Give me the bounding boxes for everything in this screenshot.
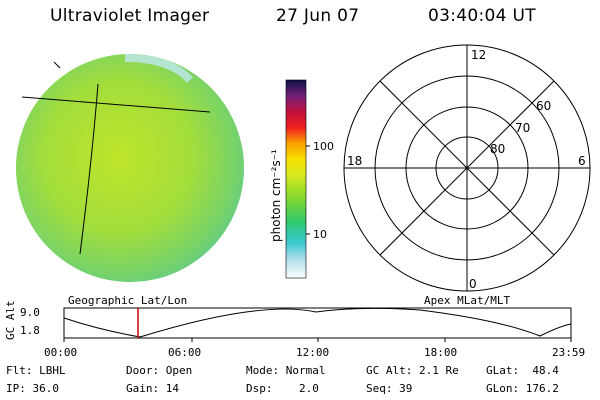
polar-diag-2 [379,80,555,256]
orbit-axis-label: GC Alt [4,300,17,340]
colorbar-unit-label: photon cm⁻²s⁻¹ [269,149,283,242]
uv-image-disk[interactable] [0,40,260,290]
info-gc-alt: GC Alt: 2.1 Re [366,364,459,377]
disk-texture [16,54,244,282]
date-label: 27 Jun 07 [276,6,360,26]
lon-line [79,83,99,255]
info-seq: Seq: 39 [366,382,413,395]
orbit-xtick-0: 00:00 [44,346,77,359]
orbit-altitude-curve [63,307,572,338]
time-label: 03:40:04 UT [428,6,536,26]
mlt-label-0: 0 [469,277,477,291]
mlt-label-6: 6 [578,154,586,168]
colorbar-scale [285,79,307,279]
polar-mlat-mlt-grid: 12 18 6 0 60 70 80 [343,44,591,292]
orbit-xtick-1: 06:00 [168,346,201,359]
mlt-label-18: 18 [347,154,362,168]
info-glon: GLon: 176.2 [486,382,559,395]
colorbar-label-100: 100 [313,140,334,153]
orbit-ytick-low: 1.8 [20,324,40,337]
orbit-altitude-panel: Geographic Lat/Lon Apex MLat/MLT 9.0 1.8… [4,294,585,359]
info-mode: Mode: Normal [246,364,326,377]
orbit-xtick-3: 18:00 [424,346,457,359]
orbit-right-title: Apex MLat/MLT [424,294,510,307]
orbit-ytick-high: 9.0 [20,306,40,319]
lat-line [21,96,211,113]
info-dsp: Dsp: 2.0 [246,382,319,395]
info-ip: IP: 36.0 [6,382,59,395]
mlat-label-80: 80 [490,142,505,156]
colorbar-label-10: 10 [313,228,327,241]
orbit-xtick-4: 23:59 [552,346,585,359]
info-glat: GLat: 48.4 [486,364,559,377]
orbit-left-title: Geographic Lat/Lon [68,294,187,307]
mlat-label-70: 70 [515,121,530,135]
disk-limb-glow [124,54,193,83]
mlt-label-12: 12 [471,48,486,62]
colorbar: 100 10 photon cm⁻²s⁻¹ [269,79,334,279]
app-title: Ultraviolet Imager [50,6,210,26]
mlat-label-60: 60 [536,99,551,113]
orbit-xtick-2: 12:00 [296,346,329,359]
info-flt: Flt: LBHL [6,364,66,377]
corner-tick [53,61,61,69]
info-door: Door: Open [126,364,193,377]
info-gain: Gain: 14 [126,382,179,395]
